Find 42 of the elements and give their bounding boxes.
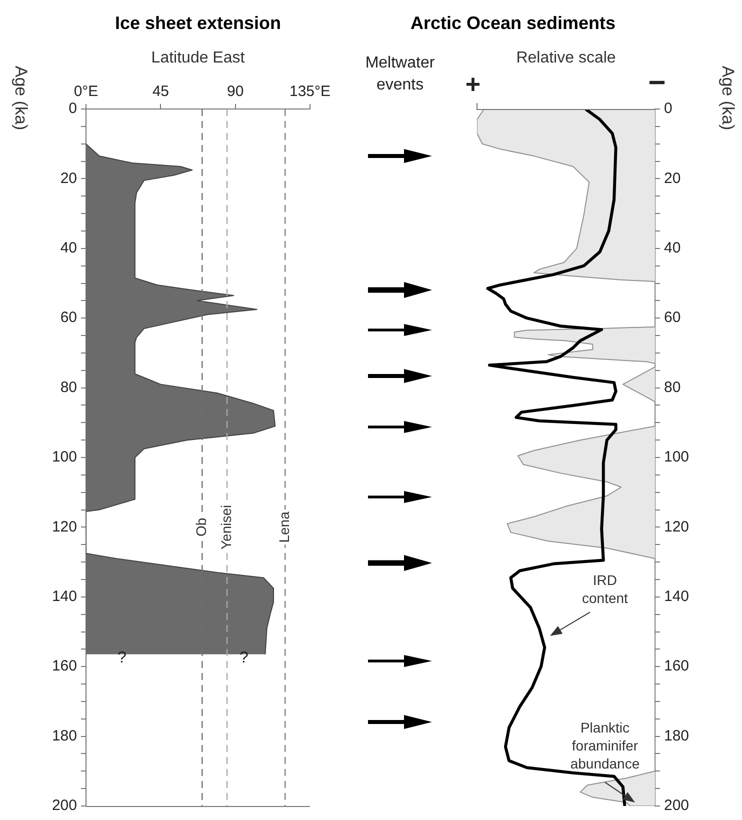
y-tick-label: 160: [664, 658, 690, 675]
chart-title: Ice sheet extension: [114, 12, 282, 33]
y-tick-label: 180: [52, 727, 77, 744]
y-tick-label: 160: [52, 658, 77, 675]
text: Meltwater events: [365, 54, 436, 94]
x-tick-label: 90: [226, 83, 244, 100]
y-tick-label: 80: [664, 378, 681, 396]
y-tick-label: 200: [664, 797, 690, 814]
series-label: IRD content: [582, 572, 628, 606]
ref-line-label: Ob: [193, 518, 210, 537]
y-tick-label: 20: [664, 170, 681, 187]
text: +: [465, 69, 481, 100]
x-axis-title: Latitude East: [151, 49, 246, 66]
y-tick-label: 100: [52, 448, 77, 466]
x-tick-label: 135°E: [289, 83, 331, 100]
x-tick-label: 45: [152, 83, 170, 100]
y-tick-label: 140: [664, 588, 690, 606]
annotation: ?: [240, 649, 249, 666]
y-tick-label: 140: [52, 588, 77, 606]
y-tick-label: 60: [60, 309, 77, 326]
x-tick-label: 0°E: [74, 83, 98, 100]
y-tick-label: 100: [664, 448, 690, 466]
y-tick-label: 40: [60, 240, 77, 257]
y-tick-label: 180: [664, 727, 690, 744]
series-label: Planktic foraminifer abundance: [570, 720, 640, 772]
y-tick-label: 60: [664, 309, 681, 326]
y-tick-label: 120: [52, 518, 77, 536]
y-tick-label: 0: [68, 100, 77, 118]
text: −: [648, 66, 666, 100]
ref-line-label: Lena: [276, 511, 292, 543]
y-axis-title: Age (ka): [718, 66, 738, 130]
ref-line-label: Yenisei: [218, 504, 234, 550]
y-tick-label: 80: [60, 378, 77, 396]
chart-title: Arctic Ocean sediments: [410, 12, 616, 33]
y-tick-label: 120: [664, 518, 690, 536]
y-axis-title: Age (ka): [11, 66, 30, 130]
y-tick-label: 0: [664, 100, 672, 118]
x-axis-title: Relative scale: [516, 49, 616, 66]
y-tick-label: 200: [52, 797, 77, 814]
annotation: ?: [118, 649, 127, 666]
y-tick-label: 20: [60, 170, 77, 187]
y-tick-label: 40: [664, 240, 681, 257]
